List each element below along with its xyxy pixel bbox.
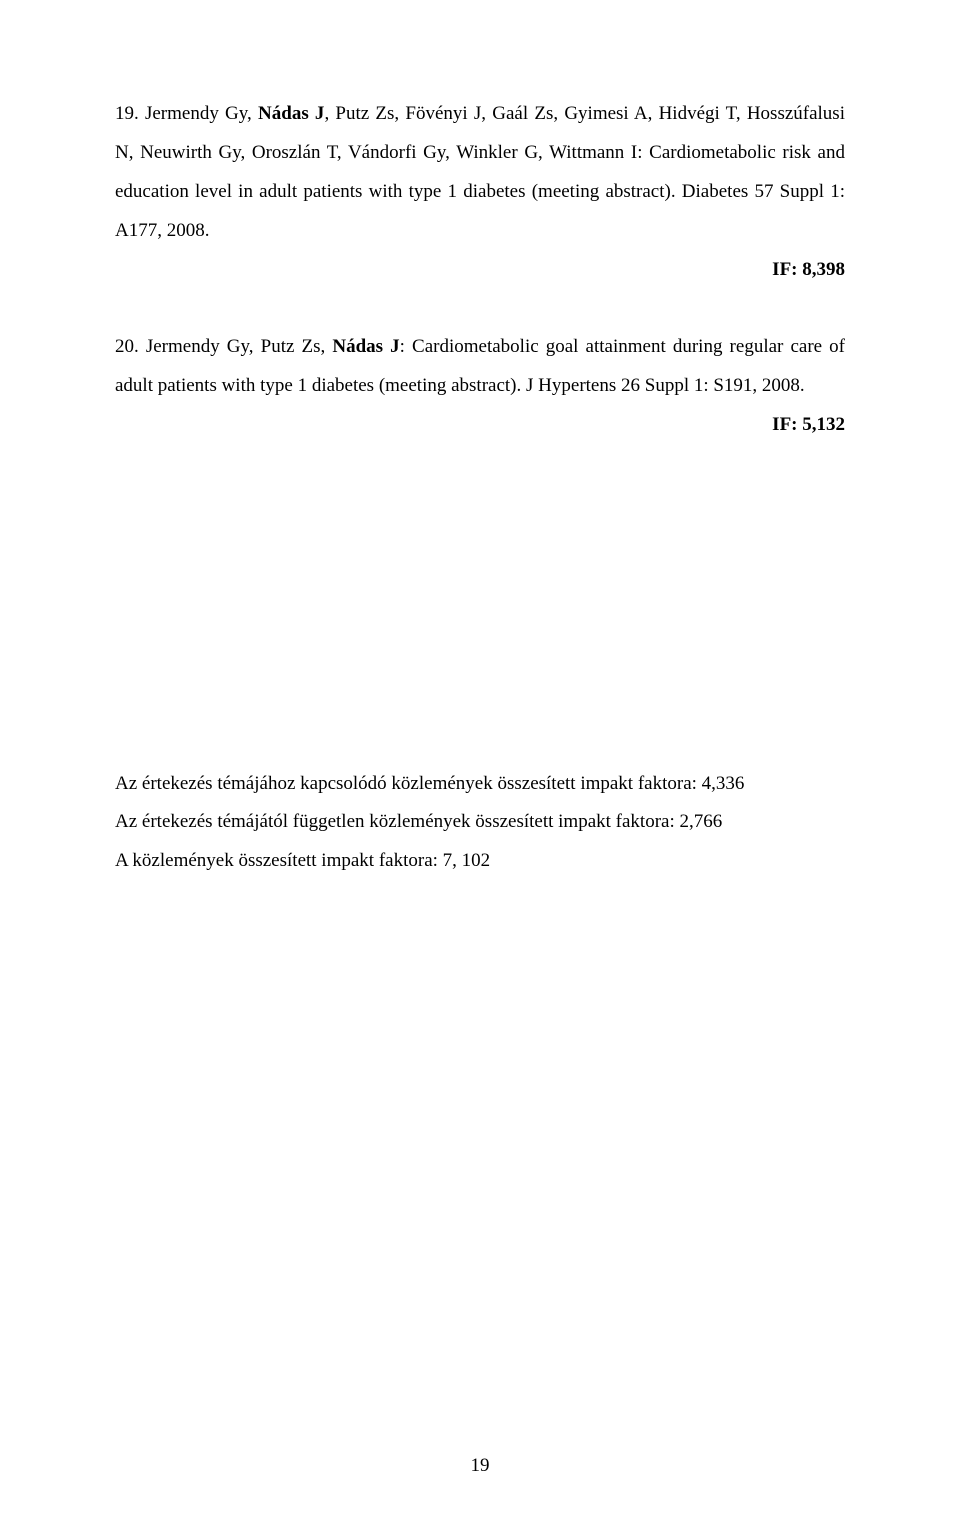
document-content: 19. Jermendy Gy, Nádas J, Putz Zs, Fövén… [115,95,845,881]
reference-20: 20. Jermendy Gy, Putz Zs, Nádas J: Cardi… [115,328,845,406]
impact-factor-20: IF: 5,132 [115,406,845,445]
summary-line-1: Az értekezés témájához kapcsolódó közlem… [115,765,845,804]
summary-line-2: Az értekezés témájától független közlemé… [115,803,845,842]
page-number: 19 [0,1455,960,1477]
spacer [115,290,845,328]
summary-block: Az értekezés témájához kapcsolódó közlem… [115,765,845,882]
impact-factor-19: IF: 8,398 [115,251,845,290]
summary-line-3: A közlemények összesített impakt faktora… [115,842,845,881]
ref19-prefix: 19. Jermendy Gy, [115,103,258,124]
spacer-large [115,445,845,765]
reference-19: 19. Jermendy Gy, Nádas J, Putz Zs, Fövén… [115,95,845,251]
ref20-author-bold: Nádas J [332,336,399,357]
ref19-author-bold: Nádas J [258,103,324,124]
ref20-prefix: 20. Jermendy Gy, Putz Zs, [115,336,332,357]
